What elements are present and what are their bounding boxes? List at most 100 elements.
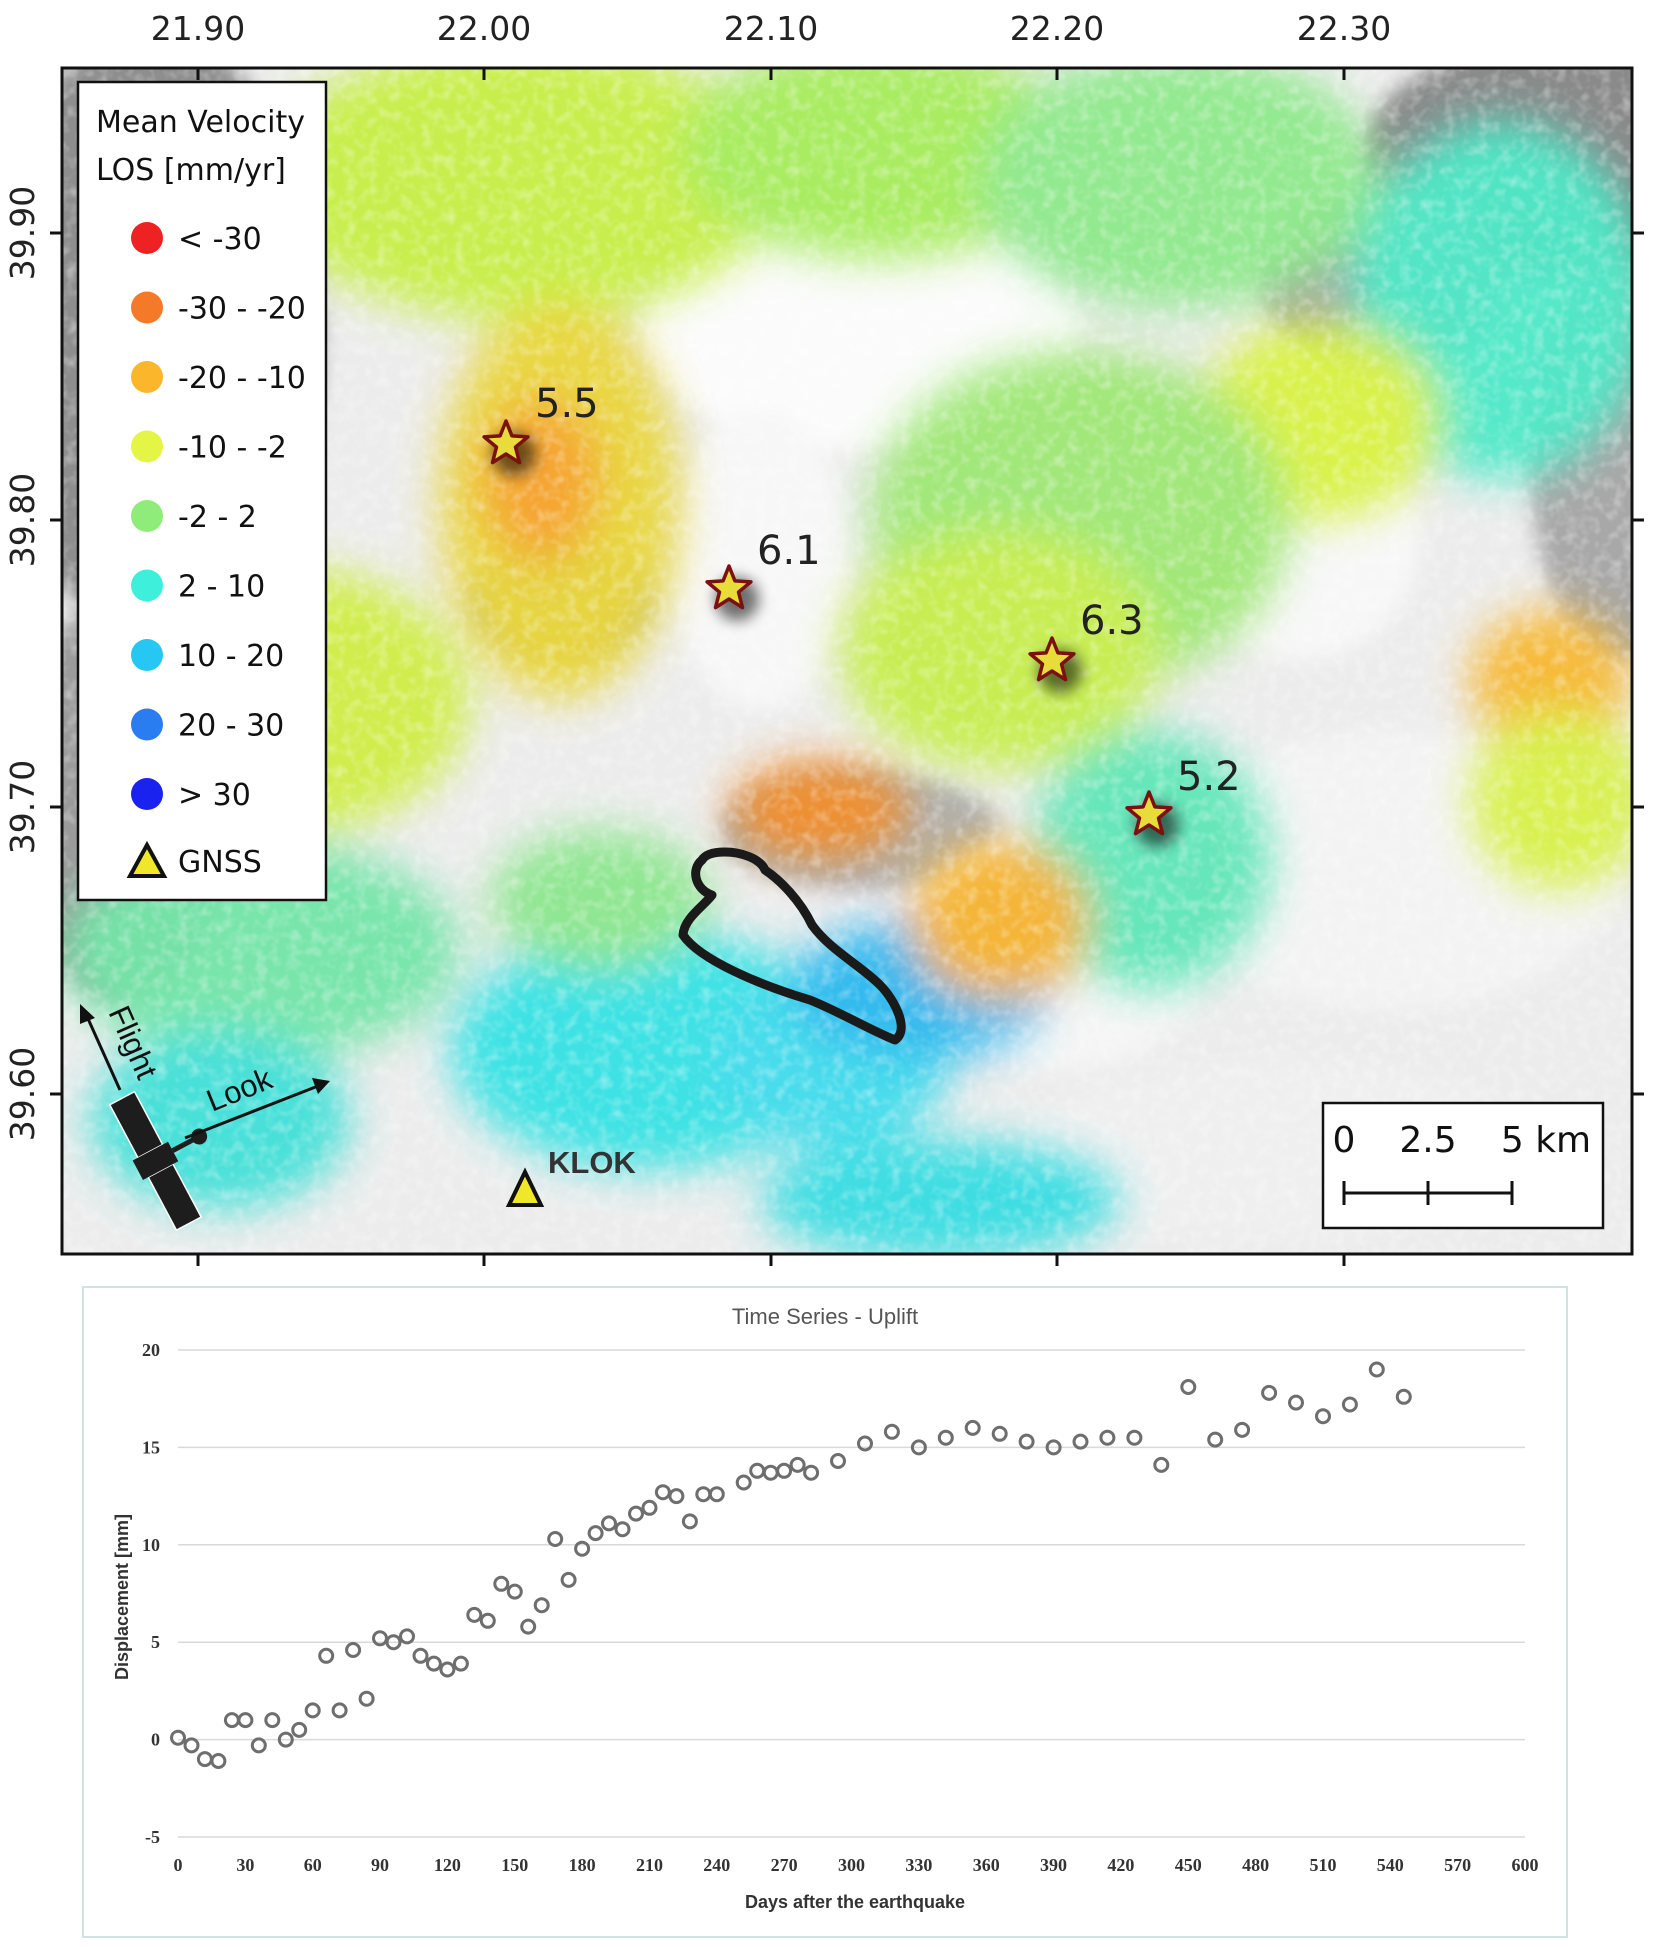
map-x-tick-label: 21.90 xyxy=(151,9,245,48)
map-y-tick-label: 39.70 xyxy=(3,760,42,854)
chart-point xyxy=(1045,1439,1062,1456)
earthquake-5-5: 5.5 xyxy=(482,381,599,476)
chart-point xyxy=(1099,1429,1116,1446)
chart-point xyxy=(372,1630,388,1647)
chart-x-ticks: 0 30 60 90 120 150 180 210 240 270 300 330 360 390 420… xyxy=(174,1855,1539,1875)
chart-point xyxy=(1261,1384,1278,1401)
earthquake-5-2: 5.2 xyxy=(1125,754,1241,847)
chart-point xyxy=(506,1583,523,1600)
legend-swatch xyxy=(131,430,163,463)
legend-item: 10 - 20 xyxy=(131,639,284,674)
chart-x-tick-label: 210 xyxy=(636,1855,663,1875)
scale-bar: 0 2.5 5 km xyxy=(1321,1101,1605,1230)
map-frame xyxy=(60,66,1634,1256)
chart-point xyxy=(291,1721,308,1738)
scale-label-0: 0 xyxy=(1333,1120,1356,1161)
chart-point xyxy=(1288,1394,1304,1411)
legend-item-label: < -30 xyxy=(178,222,262,257)
chart-point xyxy=(1395,1388,1412,1405)
chart-point xyxy=(452,1655,469,1672)
chart-point xyxy=(425,1655,442,1672)
chart-point xyxy=(964,1419,981,1436)
chart-y-tick-label: 20 xyxy=(142,1340,160,1360)
chart-x-tick-label: 240 xyxy=(703,1855,730,1875)
legend-swatch xyxy=(131,569,163,602)
chart-point xyxy=(250,1737,267,1754)
legend-item: > 30 xyxy=(131,778,251,813)
chart-point xyxy=(1072,1433,1089,1450)
chart-x-tick-label: 0 xyxy=(174,1855,183,1875)
legend-swatch xyxy=(131,222,163,254)
chart-point xyxy=(601,1515,617,1532)
uplift-area-outline xyxy=(678,847,906,1045)
star-icon xyxy=(1125,790,1173,836)
chart-point xyxy=(385,1634,402,1651)
chart-point xyxy=(857,1435,873,1452)
map-x-tick-label: 22.20 xyxy=(1010,9,1104,48)
chart-point xyxy=(803,1464,820,1481)
chart-x-tick-label: 30 xyxy=(236,1855,254,1875)
chart-point xyxy=(910,1439,927,1456)
legend-item: -10 - -2 xyxy=(131,430,287,466)
legend-swatch xyxy=(131,639,163,671)
chart-y-tick-label: -5 xyxy=(145,1827,160,1847)
legend-title: Mean Velocity xyxy=(96,105,305,140)
gnss-station-klok: KLOK xyxy=(505,1145,636,1207)
earthquake-magnitude: 6.1 xyxy=(757,528,821,574)
earthquake-magnitude: 5.2 xyxy=(1177,754,1241,800)
legend-item-label: 2 - 10 xyxy=(178,570,265,605)
chart-point xyxy=(345,1642,362,1658)
chart-point xyxy=(399,1628,415,1645)
legend-swatch xyxy=(131,291,163,324)
legend-item: 2 - 10 xyxy=(131,569,265,605)
star-icon xyxy=(482,419,530,465)
gnss-station-icon xyxy=(505,1167,545,1207)
chart-x-tick-label: 180 xyxy=(569,1855,596,1875)
chart-title: Time Series - Uplift xyxy=(732,1304,918,1329)
chart-point xyxy=(1018,1433,1035,1450)
chart-point xyxy=(883,1423,900,1440)
chart-frame xyxy=(82,1286,1568,1938)
map-x-tick-label: 22.00 xyxy=(437,9,531,48)
chart-x-tick-label: 90 xyxy=(371,1855,389,1875)
legend-item: -30 - -20 xyxy=(131,291,306,327)
chart-gridlines xyxy=(178,1349,1525,1838)
chart-y-tick-label: 5 xyxy=(151,1632,160,1652)
earthquake-6-1: 6.1 xyxy=(705,528,821,621)
map-x-tick-label: 22.30 xyxy=(1297,9,1391,48)
chart-point xyxy=(1126,1429,1143,1446)
chart-point xyxy=(681,1513,698,1530)
chart-point xyxy=(358,1690,375,1707)
legend-item: -2 - 2 xyxy=(131,500,257,535)
legend-swatch xyxy=(131,500,163,532)
gnss-triangle-icon xyxy=(126,840,168,878)
chart-y-tick-label: 0 xyxy=(151,1730,160,1750)
chart-x-tick-label: 330 xyxy=(905,1855,932,1875)
chart-point xyxy=(210,1753,227,1769)
chart-point xyxy=(547,1531,564,1547)
chart-point xyxy=(520,1618,537,1635)
map-y-tick-label: 39.60 xyxy=(3,1047,42,1141)
earthquake-magnitude: 6.3 xyxy=(1080,598,1144,644)
chart-point xyxy=(1207,1431,1224,1448)
scale-box xyxy=(1321,1101,1605,1230)
chart-point xyxy=(654,1484,671,1501)
chart-point xyxy=(237,1712,254,1729)
legend-item-label: 20 - 30 xyxy=(178,709,284,744)
chart-point xyxy=(264,1712,281,1729)
chart-x-tick-label: 150 xyxy=(501,1855,528,1875)
chart-point xyxy=(170,1729,186,1746)
legend-box xyxy=(76,80,328,902)
legend-subtitle: LOS [mm/yr] xyxy=(96,153,286,188)
legend-gnss-entry: GNSS xyxy=(126,840,262,880)
chart-x-tick-label: 570 xyxy=(1444,1855,1471,1875)
legend-items: < -30 -30 - -20 -20 - -10 -10 - -2 -2 - 2 2 -… xyxy=(131,222,306,813)
chart-x-tick-label: 510 xyxy=(1309,1855,1336,1875)
chart-point xyxy=(614,1521,631,1538)
legend-item: 20 - 30 xyxy=(131,708,284,744)
map-legend: Mean Velocity LOS [mm/yr] < -30 -30 - -20… xyxy=(76,80,328,902)
flight-arrow xyxy=(83,1011,122,1091)
star-icon xyxy=(705,564,753,610)
chart-point xyxy=(533,1597,550,1614)
